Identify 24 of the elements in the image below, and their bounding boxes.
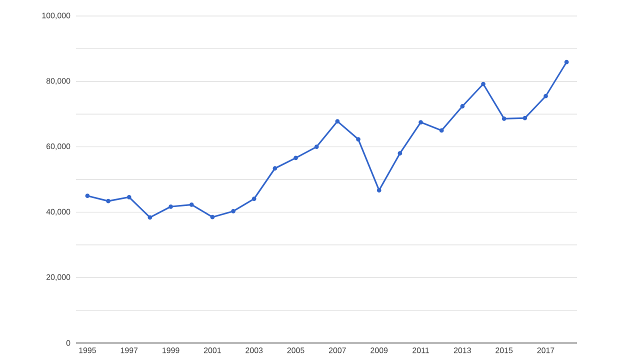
point [148,215,152,220]
point [460,104,465,108]
point [544,94,548,98]
point [356,137,360,142]
point [522,116,528,120]
point [168,204,173,209]
point [231,209,236,214]
point [85,194,90,198]
point [210,214,215,220]
point [335,119,340,124]
point [189,202,194,207]
point [376,188,382,192]
point [272,166,278,171]
point [398,151,402,156]
point [481,82,486,86]
point [418,120,423,124]
point [294,156,298,160]
point [564,60,569,64]
point [126,194,132,200]
point [252,196,256,201]
point [314,144,319,149]
point [502,116,506,121]
point [106,198,110,204]
point [439,128,444,133]
